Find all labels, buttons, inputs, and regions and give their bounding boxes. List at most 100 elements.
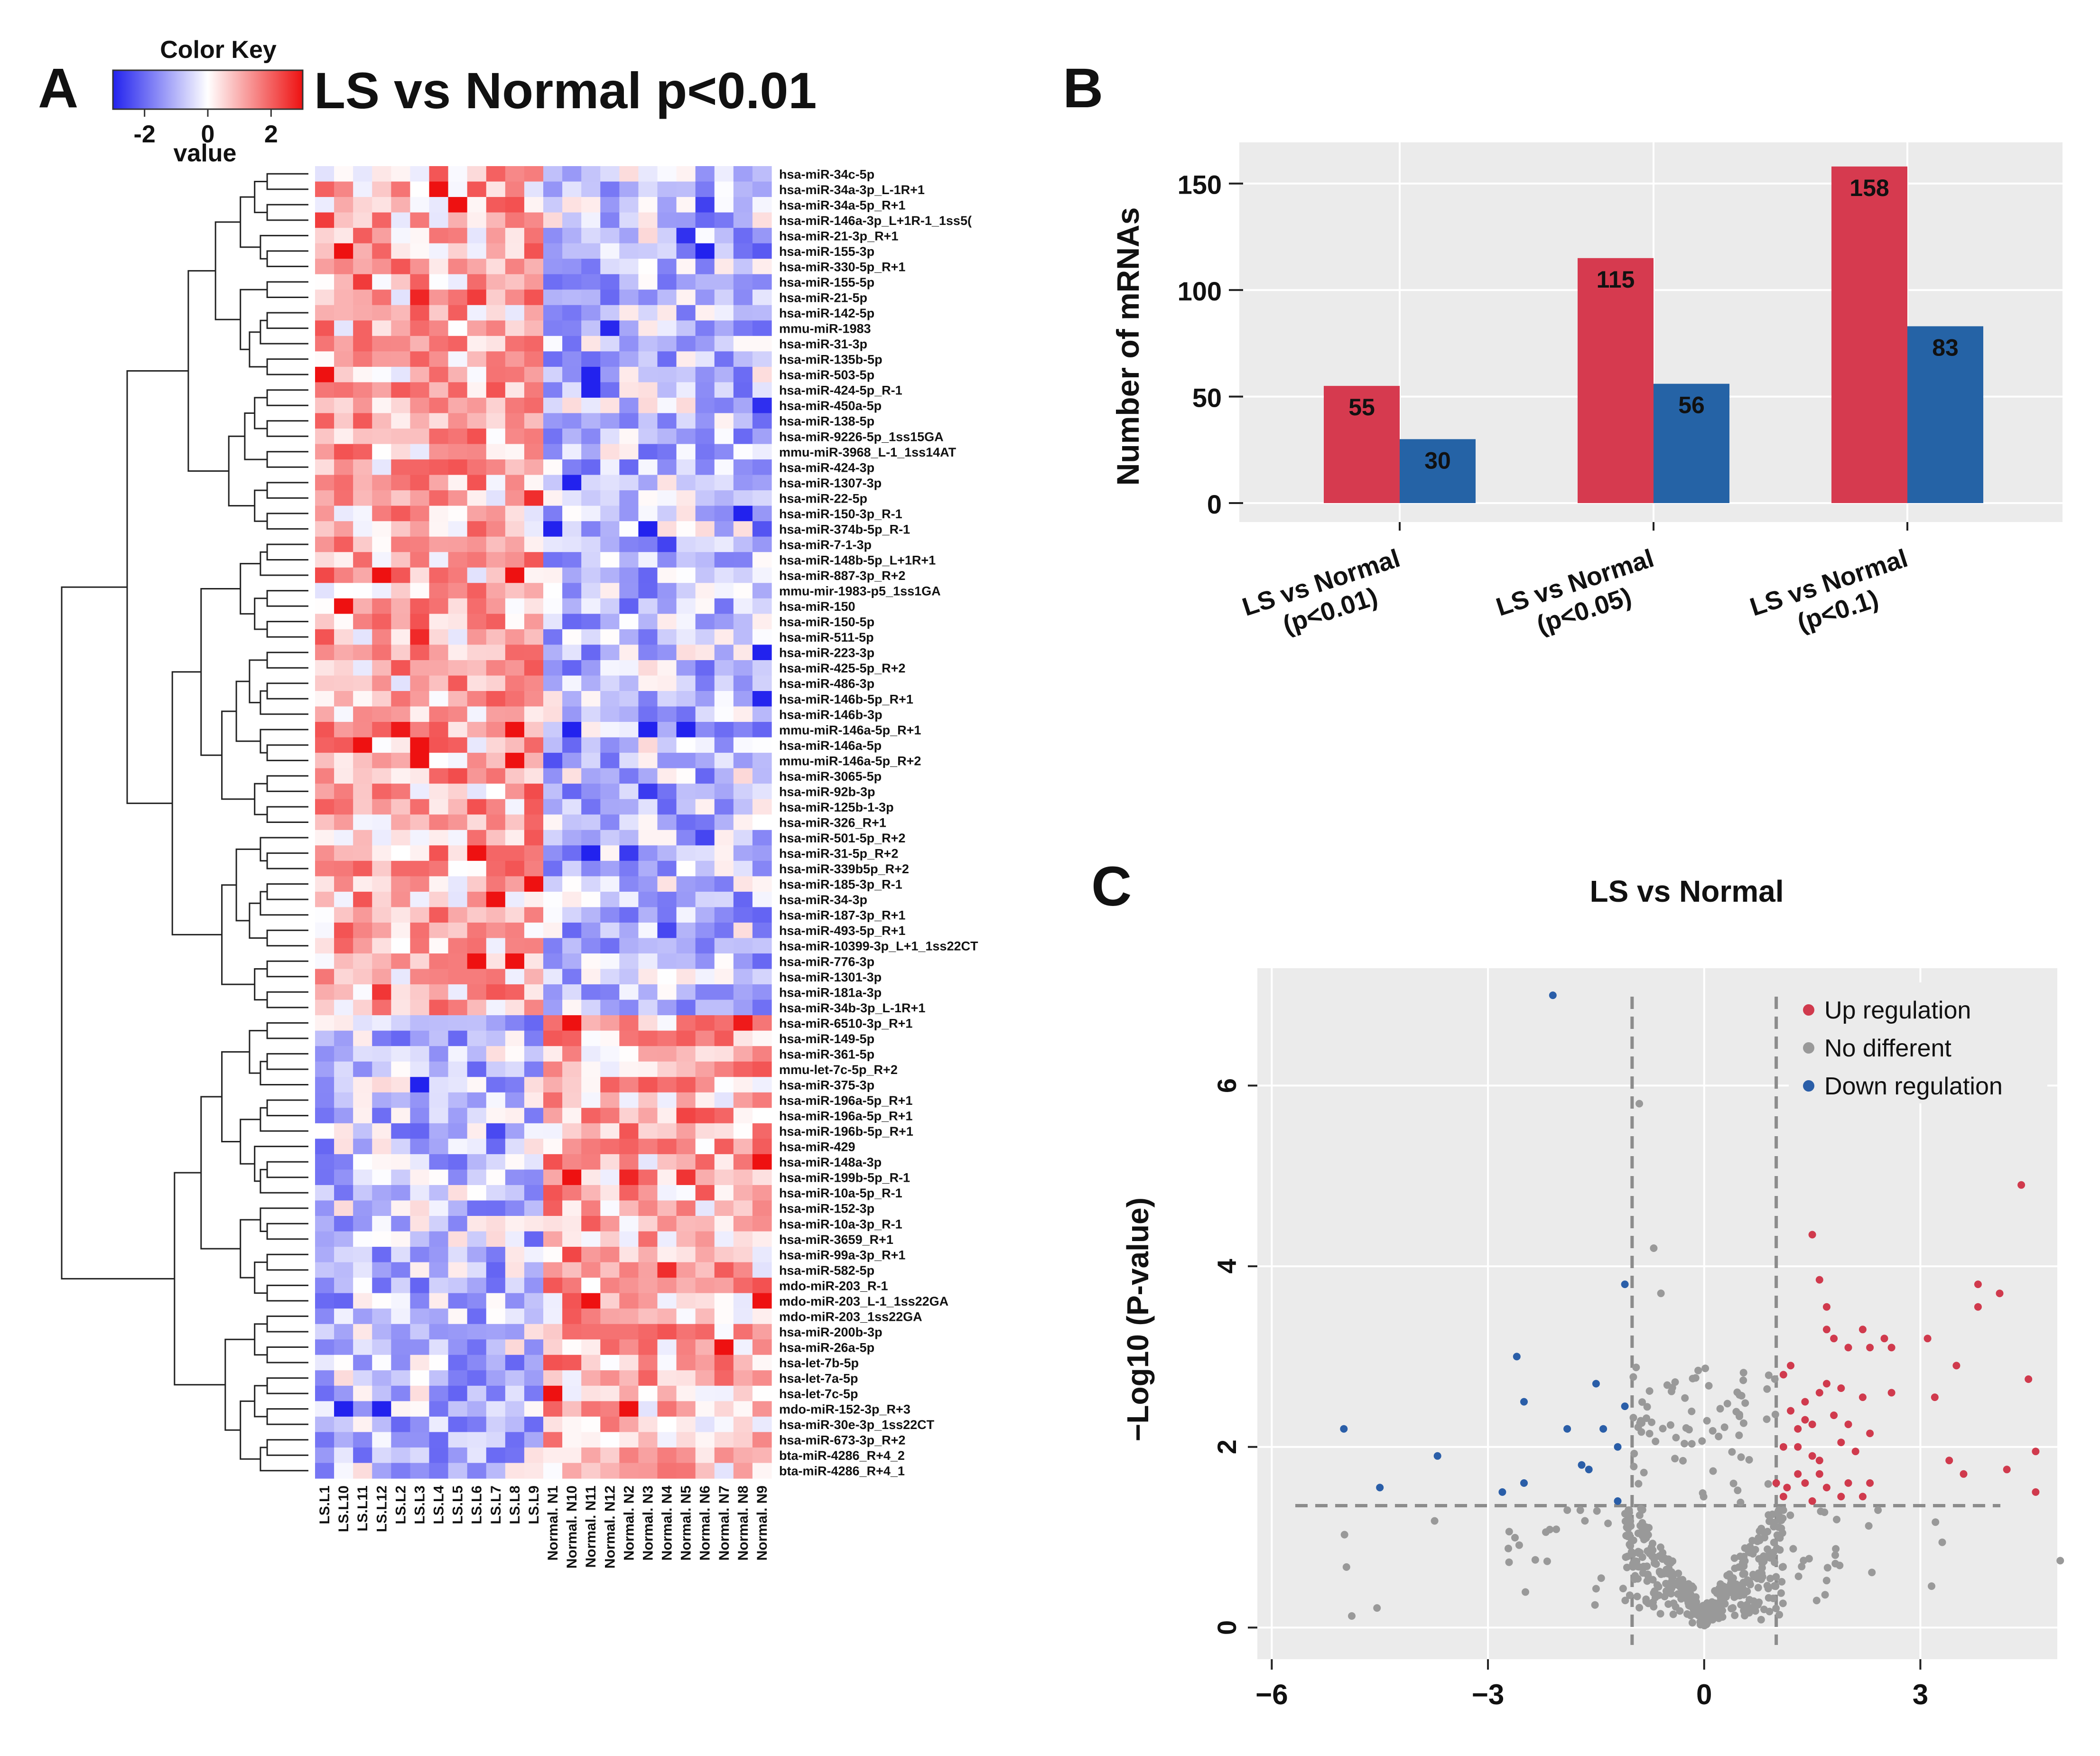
heatmap-cell bbox=[353, 784, 372, 800]
heatmap-cell bbox=[467, 290, 487, 306]
heatmap-cell bbox=[676, 814, 696, 831]
heatmap-cell bbox=[467, 228, 487, 244]
heatmap-cell bbox=[695, 290, 715, 306]
heatmap-cell bbox=[448, 1262, 468, 1278]
heatmap-cell bbox=[581, 784, 601, 800]
heatmap-cell bbox=[543, 1123, 563, 1139]
heatmap-cell bbox=[391, 475, 411, 491]
heatmap-cell bbox=[372, 1046, 391, 1062]
heatmap-cell bbox=[562, 1278, 582, 1294]
heatmap-cell bbox=[733, 1385, 753, 1401]
heatmap-cell bbox=[543, 799, 563, 815]
row-label: hsa-let-7b-5p bbox=[779, 1356, 859, 1370]
volcano-point-no-different bbox=[1648, 1418, 1655, 1426]
heatmap-cell bbox=[562, 1092, 582, 1108]
heatmap-cell bbox=[676, 444, 696, 460]
dendrogram-branch bbox=[249, 659, 268, 703]
heatmap-cell bbox=[543, 753, 563, 769]
heatmap-cell bbox=[391, 1247, 411, 1263]
heatmap-cell bbox=[600, 1385, 620, 1401]
heatmap-cell bbox=[581, 1324, 601, 1340]
heatmap-cell bbox=[619, 1046, 639, 1062]
heatmap-cell bbox=[695, 505, 715, 522]
heatmap-cell bbox=[581, 938, 601, 954]
heatmap-cell bbox=[486, 768, 506, 784]
heatmap-cell bbox=[562, 660, 582, 676]
heatmap-cell bbox=[467, 1030, 487, 1046]
heatmap-cell bbox=[733, 706, 753, 722]
heatmap-cell bbox=[581, 212, 601, 228]
volcano-point-no-different bbox=[1757, 1524, 1765, 1532]
volcano-point-no-different bbox=[1687, 1590, 1695, 1598]
heatmap-cell bbox=[581, 984, 601, 1000]
heatmap-cell bbox=[600, 876, 620, 892]
column-label: Normal. N7 bbox=[716, 1485, 732, 1560]
heatmap-cell bbox=[448, 1015, 468, 1031]
heatmap-cell bbox=[695, 1370, 715, 1386]
heatmap-cell bbox=[733, 583, 753, 599]
heatmap-cell bbox=[581, 1185, 601, 1201]
heatmap-cell bbox=[695, 784, 715, 800]
heatmap-cell bbox=[448, 1030, 468, 1046]
column-label: Normal. N6 bbox=[697, 1485, 713, 1560]
heatmap-cell bbox=[600, 660, 620, 676]
volcano-point-no-different bbox=[1705, 1382, 1713, 1390]
heatmap-cell bbox=[353, 1123, 372, 1139]
dendrogram-branch bbox=[224, 1338, 255, 1431]
heatmap-cell bbox=[714, 1216, 734, 1232]
heatmap-cell bbox=[410, 598, 430, 614]
heatmap-cell bbox=[733, 1278, 753, 1294]
volcano-point-no-different bbox=[1733, 1388, 1741, 1396]
heatmap-cell bbox=[562, 366, 582, 383]
heatmap-cell bbox=[505, 1046, 525, 1062]
heatmap-cell bbox=[391, 691, 411, 707]
heatmap-cell bbox=[638, 629, 658, 645]
row-label: mmu-let-7c-5p_R+2 bbox=[779, 1063, 898, 1077]
volcano-point-no-different bbox=[1745, 1456, 1753, 1464]
dendrogram-branch bbox=[235, 681, 260, 742]
volcano-point-no-different bbox=[1737, 1453, 1745, 1461]
volcano-point-no-different bbox=[1729, 1574, 1737, 1582]
volcano-point-no-different bbox=[1703, 1599, 1711, 1607]
heatmap-cell bbox=[353, 429, 372, 445]
heatmap-cell bbox=[448, 521, 468, 537]
heatmap-cell bbox=[562, 382, 582, 398]
heatmap-cell bbox=[410, 1015, 430, 1031]
heatmap-cell bbox=[562, 876, 582, 892]
heatmap-cell bbox=[676, 397, 696, 414]
heatmap-cell bbox=[372, 1216, 391, 1232]
heatmap-cell bbox=[562, 1293, 582, 1309]
heatmap-cell bbox=[353, 567, 372, 583]
volcano-point-no-different bbox=[1622, 1532, 1630, 1540]
heatmap-cell bbox=[334, 907, 353, 923]
column-label: Normal. N1 bbox=[545, 1485, 561, 1560]
heatmap-cell bbox=[353, 197, 372, 213]
dendrogram-branch bbox=[266, 358, 308, 375]
heatmap-cell bbox=[391, 1401, 411, 1417]
heatmap-cell bbox=[752, 768, 772, 784]
heatmap-cell bbox=[448, 753, 468, 769]
heatmap-cell bbox=[733, 1169, 753, 1186]
heatmap-cell bbox=[600, 459, 620, 476]
heatmap-cell bbox=[315, 382, 335, 398]
heatmap-cell bbox=[524, 397, 544, 414]
heatmap-cell bbox=[714, 305, 734, 321]
heatmap-cell bbox=[562, 706, 582, 722]
heatmap-cell bbox=[714, 1061, 734, 1077]
heatmap-cell bbox=[353, 290, 372, 306]
heatmap-cell bbox=[562, 1200, 582, 1216]
heatmap-cell bbox=[638, 1123, 658, 1139]
heatmap-cell bbox=[372, 1278, 391, 1294]
heatmap-cell bbox=[600, 830, 620, 846]
heatmap-cell bbox=[657, 984, 677, 1000]
heatmap-cell bbox=[695, 1293, 715, 1309]
panel-letter-b: B bbox=[1063, 57, 1104, 120]
heatmap-cell bbox=[657, 1416, 677, 1433]
heatmap-cell bbox=[315, 243, 335, 259]
heatmap-cell bbox=[752, 984, 772, 1000]
heatmap-cell bbox=[334, 1293, 353, 1309]
volcano-point-down bbox=[1520, 1398, 1528, 1406]
heatmap-cell bbox=[657, 490, 677, 506]
heatmap-cell bbox=[543, 490, 563, 506]
heatmap-cell bbox=[600, 1139, 620, 1155]
